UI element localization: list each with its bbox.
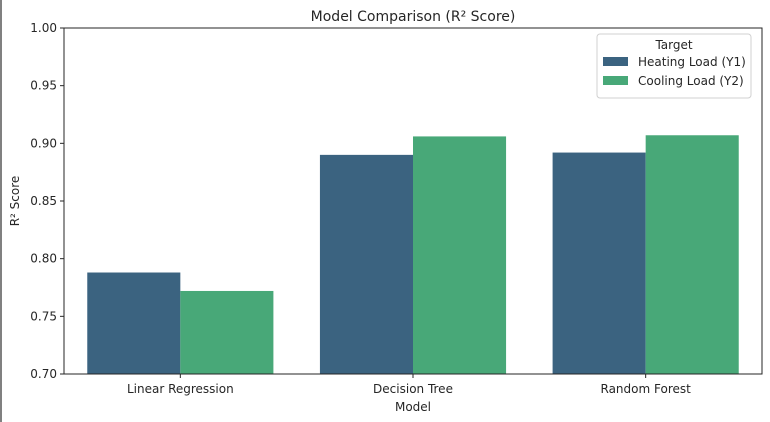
- legend: Target Heating Load (Y1) Cooling Load (Y2…: [596, 33, 752, 99]
- x-axis-label: Model: [395, 400, 431, 414]
- y-tick-label: 0.70: [30, 367, 57, 381]
- plot-frame: [63, 27, 763, 375]
- legend-swatch: [603, 76, 628, 85]
- legend-entry-label: Cooling Load (Y2): [638, 74, 744, 88]
- bar-cooling-1: [413, 136, 507, 374]
- y-tick-label: 0.95: [30, 79, 57, 93]
- y-axis: 0.70 0.75 0.80 0.85 0.90 0.95 1.00: [30, 21, 64, 381]
- bar-heating-1: [319, 154, 413, 374]
- x-axis: Linear Regression Decision Tree Random For…: [127, 374, 691, 396]
- bar-heating-2: [552, 152, 646, 374]
- chart-title: Model Comparison (R² Score): [311, 9, 516, 25]
- legend-box: [596, 33, 752, 99]
- y-tick-label: 1.00: [30, 21, 57, 35]
- y-tick-label: 0.90: [30, 136, 57, 150]
- x-tick-label: Decision Tree: [373, 382, 453, 396]
- y-tick-label: 0.85: [30, 194, 57, 208]
- y-tick-label: 0.75: [30, 309, 57, 323]
- y-tick-label: 0.80: [30, 252, 57, 266]
- bar-heating-0: [87, 272, 181, 374]
- legend-swatch: [603, 57, 628, 66]
- y-axis-label: R² Score: [8, 176, 22, 227]
- x-tick-label: Random Forest: [601, 382, 692, 396]
- bar-cooling-0: [180, 290, 274, 374]
- legend-title: Target: [654, 38, 692, 52]
- bars-group: [87, 135, 739, 374]
- bar-cooling-2: [645, 135, 739, 374]
- x-tick-label: Linear Regression: [127, 382, 234, 396]
- legend-entry-label: Heating Load (Y1): [638, 55, 746, 69]
